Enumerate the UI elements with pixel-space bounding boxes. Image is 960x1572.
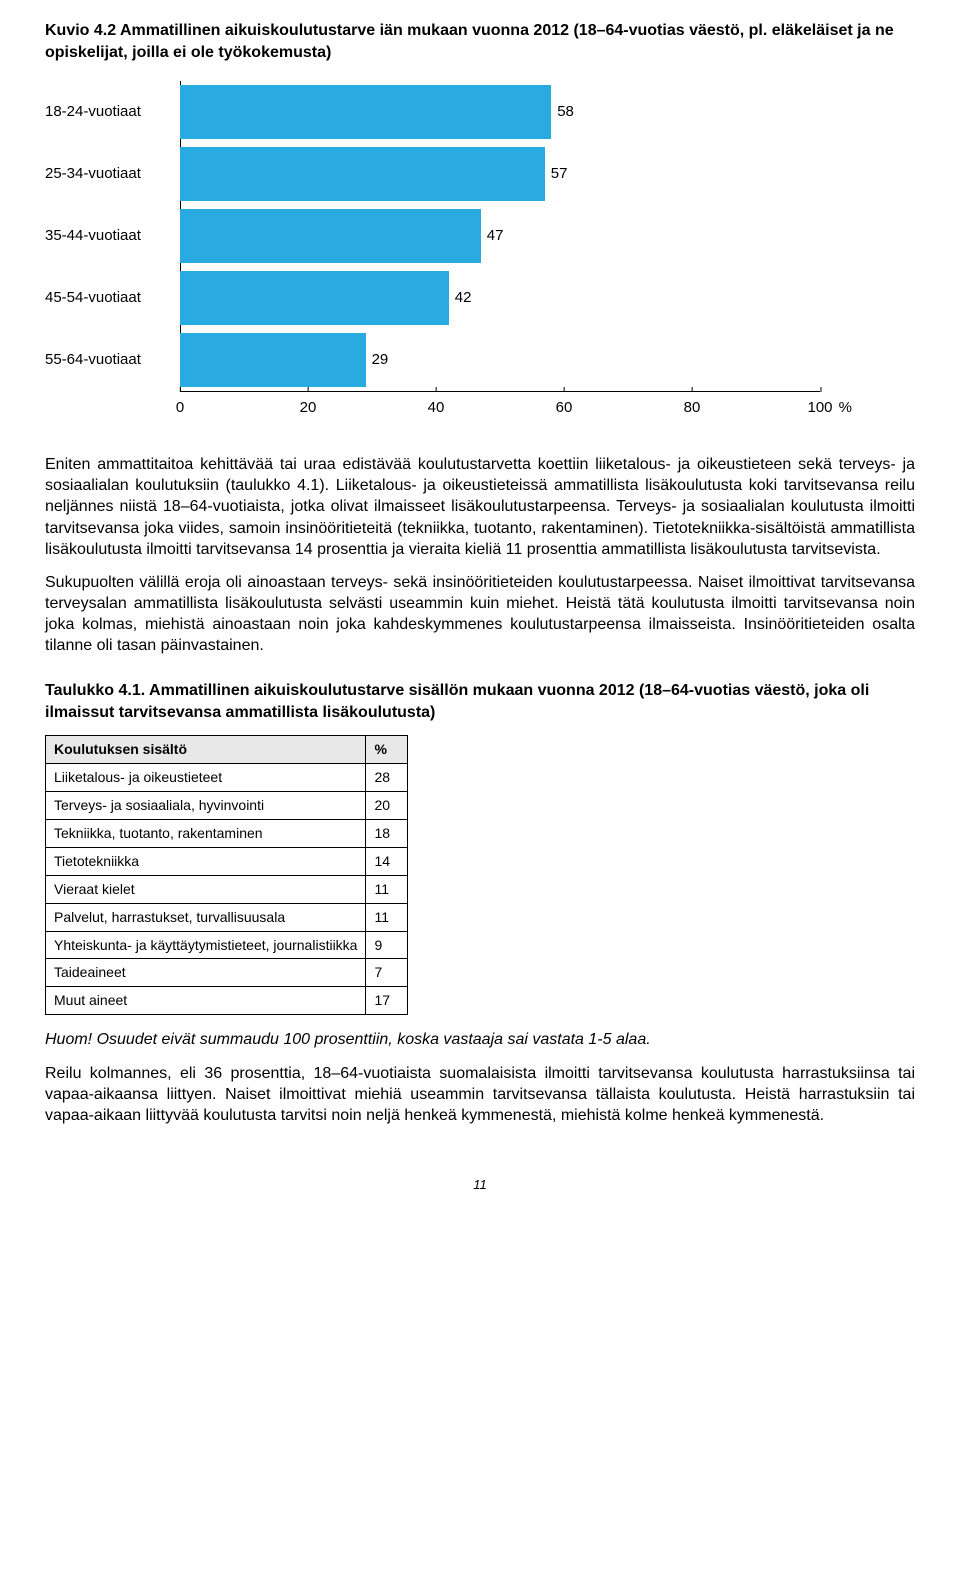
- table-cell-label: Terveys- ja sosiaaliala, hyvinvointi: [46, 792, 366, 820]
- table-row: Vieraat kielet11: [46, 875, 408, 903]
- table-row: Terveys- ja sosiaaliala, hyvinvointi20: [46, 792, 408, 820]
- table-cell-value: 17: [366, 987, 408, 1015]
- bar-category-label: 35-44-vuotiaat: [45, 226, 180, 246]
- bar-fill: 58: [180, 85, 551, 139]
- bar-fill: 29: [180, 333, 366, 387]
- table-cell-label: Tekniikka, tuotanto, rakentaminen: [46, 820, 366, 848]
- table-header-col1: Koulutuksen sisältö: [46, 736, 366, 764]
- table-cell-value: 11: [366, 903, 408, 931]
- bar-row: 45-54-vuotiaat42: [45, 267, 915, 329]
- table-cell-label: Vieraat kielet: [46, 875, 366, 903]
- bar-track: 47: [180, 205, 915, 267]
- x-tick: 100: [807, 392, 832, 418]
- table-row: Yhteiskunta- ja käyttäytymistieteet, jou…: [46, 931, 408, 959]
- bar-fill: 42: [180, 271, 449, 325]
- bar-value-label: 57: [551, 164, 568, 184]
- x-tick: 40: [428, 392, 445, 418]
- page-number: 11: [45, 1176, 915, 1194]
- table-cell-value: 28: [366, 764, 408, 792]
- x-axis-unit: %: [839, 398, 852, 418]
- table-cell-label: Taideaineet: [46, 959, 366, 987]
- x-tick: 60: [556, 392, 573, 418]
- table-cell-label: Yhteiskunta- ja käyttäytymistieteet, jou…: [46, 931, 366, 959]
- table-title: Taulukko 4.1. Ammatillinen aikuiskoulutu…: [45, 680, 915, 723]
- table-header-row: Koulutuksen sisältö %: [46, 736, 408, 764]
- bar-category-label: 55-64-vuotiaat: [45, 350, 180, 370]
- bar-row: 55-64-vuotiaat29: [45, 329, 915, 391]
- x-tick: 0: [176, 392, 184, 418]
- bar-value-label: 47: [487, 226, 504, 246]
- table-header-col2: %: [366, 736, 408, 764]
- table-cell-label: Palvelut, harrastukset, turvallisuusala: [46, 903, 366, 931]
- x-axis: 020406080100%: [180, 391, 820, 419]
- table-note: Huom! Osuudet eivät summaudu 100 prosent…: [45, 1029, 915, 1051]
- figure-title: Kuvio 4.2 Ammatillinen aikuiskoulutustar…: [45, 20, 915, 63]
- bar-value-label: 58: [557, 102, 574, 122]
- paragraph-3: Reilu kolmannes, eli 36 prosenttia, 18–6…: [45, 1063, 915, 1126]
- bar-track: 57: [180, 143, 915, 205]
- table-cell-value: 18: [366, 820, 408, 848]
- bar-category-label: 18-24-vuotiaat: [45, 102, 180, 122]
- bar-track: 42: [180, 267, 915, 329]
- paragraph-1: Eniten ammattitaitoa kehittävää tai uraa…: [45, 454, 915, 560]
- chart-container: 18-24-vuotiaat5825-34-vuotiaat5735-44-vu…: [45, 81, 915, 419]
- table-row: Muut aineet17: [46, 987, 408, 1015]
- bar-category-label: 25-34-vuotiaat: [45, 164, 180, 184]
- table-cell-label: Tietotekniikka: [46, 847, 366, 875]
- paragraph-2: Sukupuolten välillä eroja oli ainoastaan…: [45, 572, 915, 656]
- table-row: Tietotekniikka14: [46, 847, 408, 875]
- bar-chart: 18-24-vuotiaat5825-34-vuotiaat5735-44-vu…: [45, 81, 915, 391]
- table-row: Tekniikka, tuotanto, rakentaminen18: [46, 820, 408, 848]
- bar-track: 29: [180, 329, 915, 391]
- table-row: Palvelut, harrastukset, turvallisuusala1…: [46, 903, 408, 931]
- table-cell-value: 14: [366, 847, 408, 875]
- bar-value-label: 42: [455, 288, 472, 308]
- bar-row: 35-44-vuotiaat47: [45, 205, 915, 267]
- bar-row: 18-24-vuotiaat58: [45, 81, 915, 143]
- table-cell-value: 11: [366, 875, 408, 903]
- table-row: Taideaineet7: [46, 959, 408, 987]
- table-row: Liiketalous- ja oikeustieteet28: [46, 764, 408, 792]
- bar-fill: 47: [180, 209, 481, 263]
- x-tick: 20: [300, 392, 317, 418]
- bar-value-label: 29: [372, 350, 389, 370]
- table-cell-value: 9: [366, 931, 408, 959]
- table-cell-value: 20: [366, 792, 408, 820]
- table-cell-label: Liiketalous- ja oikeustieteet: [46, 764, 366, 792]
- bar-track: 58: [180, 81, 915, 143]
- table-cell-label: Muut aineet: [46, 987, 366, 1015]
- bar-row: 25-34-vuotiaat57: [45, 143, 915, 205]
- table-cell-value: 7: [366, 959, 408, 987]
- bar-fill: 57: [180, 147, 545, 201]
- bar-category-label: 45-54-vuotiaat: [45, 288, 180, 308]
- data-table: Koulutuksen sisältö % Liiketalous- ja oi…: [45, 735, 408, 1015]
- x-tick: 80: [684, 392, 701, 418]
